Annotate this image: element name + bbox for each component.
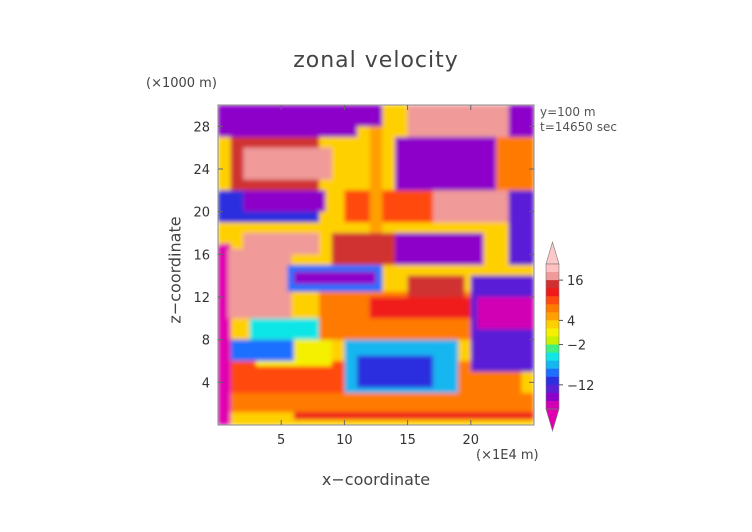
colorbar-swatch [546, 376, 559, 386]
y-tick-label: 16 [193, 248, 210, 263]
colorbar-over-arrow [545, 240, 560, 265]
annotation-y-position: y=100 m [540, 105, 596, 119]
heatmap-region [357, 105, 383, 127]
x-tick-label: 10 [336, 433, 353, 448]
heatmap-region [407, 105, 509, 137]
colorbar-swatch [546, 312, 559, 321]
colorbar-swatch [546, 344, 559, 353]
colorbar-swatch [546, 368, 559, 378]
heatmap-region [407, 275, 465, 297]
heatmap-region [331, 233, 395, 265]
heatmap-region [218, 243, 231, 425]
colorbar-tick-label: 4 [567, 314, 575, 329]
heatmap-region [218, 361, 345, 393]
x-tick-label: 5 [277, 433, 285, 448]
heatmap-region [496, 137, 534, 191]
heatmap-region [218, 105, 358, 137]
y-tick-label: 24 [193, 163, 210, 178]
y-tick-label: 12 [193, 291, 210, 306]
x-tick-label: 20 [463, 433, 480, 448]
heatmap-region [293, 271, 376, 285]
heatmap-region [243, 190, 326, 212]
colorbar-tick-label: −2 [567, 339, 586, 354]
annotation-time: t=14650 sec [540, 120, 617, 134]
colorbar-outline [545, 263, 560, 410]
heatmap-region [243, 147, 332, 180]
x-axis: 5 10 15 20 [277, 105, 479, 448]
y-axis-unit: (×1000 m) [146, 76, 217, 91]
y-axis: 4 8 12 16 20 24 28 [193, 120, 534, 391]
colorbar-swatch [546, 288, 559, 297]
heatmap-field [218, 105, 534, 425]
y-tick-label: 28 [193, 120, 210, 135]
colorbar-under-arrow [545, 408, 560, 433]
chart-title: zonal velocity [293, 48, 459, 73]
colorbar-tick-label: 16 [567, 274, 584, 289]
heatmap-region [357, 355, 433, 388]
colorbar-swatch [546, 400, 559, 410]
colorbar-swatch [546, 264, 559, 273]
heatmap-region [432, 190, 509, 223]
heatmap-region [228, 249, 292, 319]
heatmap-region [218, 393, 534, 413]
colorbar-swatch [546, 328, 559, 337]
colorbar-tick-label: −12 [567, 379, 594, 394]
x-tick-label: 15 [399, 433, 416, 448]
colorbar: 16 4 −2 −12 [545, 240, 594, 433]
colorbar-swatch [546, 280, 559, 289]
colorbar-swatch [546, 384, 559, 394]
heatmap-region [369, 105, 383, 233]
colorbar-swatch [546, 336, 559, 345]
colorbar-swatch [546, 320, 559, 329]
heatmap-region [394, 137, 497, 191]
heatmap-region [508, 105, 534, 137]
heatmap-region [344, 190, 433, 223]
colorbar-swatch [546, 272, 559, 281]
y-tick-label: 4 [202, 376, 210, 391]
colorbar-swatch [546, 296, 559, 305]
x-axis-label: x−coordinate [321, 470, 431, 489]
y-tick-label: 20 [193, 206, 210, 221]
heatmap-region [243, 233, 320, 255]
colorbar-swatch [546, 304, 559, 313]
colorbar-swatch [546, 352, 559, 361]
colorbar-swatch [546, 360, 559, 370]
heatmap-region [224, 339, 294, 361]
heatmap-region [369, 297, 471, 319]
heatmap-region [508, 190, 534, 265]
plot-frame [217, 104, 535, 426]
colorbar-swatch [546, 392, 559, 402]
x-axis-unit: (×1E4 m) [476, 448, 539, 463]
heatmap-region [394, 233, 484, 265]
heatmap-region [477, 297, 534, 329]
y-tick-label: 8 [202, 334, 210, 349]
